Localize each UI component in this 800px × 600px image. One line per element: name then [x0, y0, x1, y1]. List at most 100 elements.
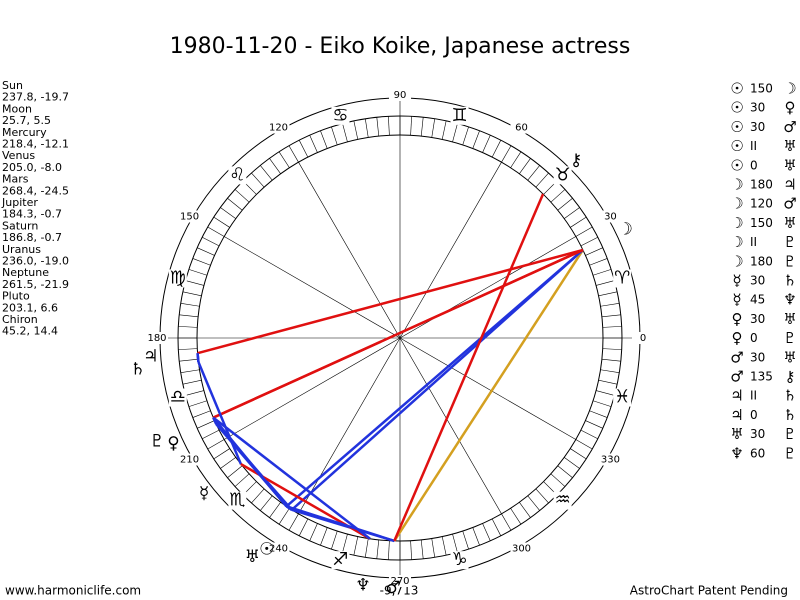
- spoke: [298, 162, 401, 339]
- ring-tick: [601, 314, 621, 318]
- ring-tick: [501, 513, 512, 531]
- ring-tick: [179, 314, 199, 318]
- planet-glyph: ☉: [259, 540, 274, 560]
- degree-label: 180: [147, 333, 166, 344]
- ring-tick: [575, 439, 593, 450]
- aspect-to: ♄: [783, 272, 796, 290]
- ring-tick: [592, 269, 612, 276]
- ring-tick: [564, 207, 580, 219]
- ring-tick: [192, 258, 211, 266]
- spoke: [224, 236, 401, 339]
- planet-glyph: ♆: [355, 575, 370, 595]
- ring-tick: [527, 165, 540, 181]
- ring-tick: [570, 448, 587, 460]
- ring-tick: [251, 172, 265, 188]
- planet-name: Mars: [2, 173, 29, 186]
- ring-tick: [213, 216, 230, 228]
- aspect-to: ♆: [783, 291, 796, 309]
- ring-tick: [213, 448, 230, 460]
- aspect-type: 180: [750, 178, 773, 192]
- sign-bg: [613, 269, 632, 288]
- aspect-from: ☉: [730, 99, 743, 117]
- sign-bg: [450, 106, 469, 125]
- aspect-from: ☽: [730, 233, 743, 251]
- aspect-to: ♇: [783, 233, 796, 251]
- ring-tick: [288, 513, 299, 531]
- ring-tick: [431, 118, 436, 138]
- aspect-type: 120: [750, 197, 773, 211]
- ring-tick: [452, 123, 458, 142]
- aspect-from: ♅: [730, 425, 743, 443]
- label-bg: [599, 210, 622, 223]
- planet-coords: 218.4, -12.1: [2, 138, 69, 151]
- label-bg: [146, 332, 168, 344]
- degree-label: 270: [390, 576, 409, 587]
- planet-coords: 237.8, -19.7: [2, 91, 69, 104]
- ring-tick: [602, 348, 622, 350]
- footer-right: AstroChart Patent Pending: [630, 584, 788, 598]
- planet-name: Pluto: [2, 290, 30, 303]
- footer-left: www.harmoniclife.com: [5, 584, 141, 598]
- title: 1980-11-20 - Eiko Koike, Japanese actres…: [170, 34, 631, 59]
- ring-tick: [580, 236, 598, 247]
- label-bg: [510, 121, 533, 134]
- zodiac-sign: ♓: [614, 387, 630, 408]
- zodiac-sign: ♍: [170, 267, 186, 288]
- ring-tick: [188, 400, 208, 407]
- sign-bg: [168, 269, 187, 288]
- ring-tick: [557, 198, 573, 211]
- sign-bg: [228, 166, 247, 185]
- sign-bg: [331, 106, 350, 125]
- ring-tick: [342, 534, 348, 553]
- aspect-type: 30: [750, 120, 765, 134]
- ring-tick: [179, 358, 199, 362]
- ring-tick: [182, 291, 202, 297]
- ring-tick: [227, 198, 243, 211]
- ring-tick: [598, 291, 618, 297]
- aspect-line: [212, 248, 584, 419]
- ring-tick: [260, 165, 273, 181]
- ring-tick: [589, 410, 608, 418]
- label-bg: [389, 89, 411, 101]
- ring-tick: [288, 145, 299, 163]
- ring-tick: [376, 117, 380, 137]
- spoke: [298, 337, 401, 514]
- aspect-type: 180: [750, 254, 773, 268]
- aspect-type: II: [750, 139, 757, 153]
- label-bg: [389, 575, 411, 587]
- ring-tick: [491, 518, 502, 536]
- aspect-from: ☉: [730, 80, 743, 98]
- aspect-from: ☉: [730, 156, 743, 174]
- degree-label: 0: [640, 333, 646, 344]
- zodiac-sign: ♋: [332, 105, 348, 126]
- ring-tick: [220, 457, 236, 469]
- ring-tick: [420, 539, 424, 559]
- ring-tick: [197, 420, 215, 429]
- ring-tick: [564, 457, 580, 469]
- ring-tick: [331, 530, 338, 550]
- ring-tick: [234, 473, 250, 487]
- aspect-type: 0: [750, 331, 758, 345]
- degree-label: 60: [515, 123, 528, 134]
- degree-label: 90: [394, 90, 407, 101]
- ring-tick: [598, 379, 618, 385]
- sign-bg: [553, 491, 572, 510]
- ring-tick: [441, 120, 447, 140]
- spoke: [399, 337, 502, 514]
- ring-tick: [575, 226, 593, 237]
- aspect-to: ♀: [785, 99, 796, 117]
- ring-tick: [431, 538, 436, 558]
- aspect-type: II: [750, 235, 757, 249]
- aspect-line: [196, 353, 200, 363]
- spoke: [224, 337, 401, 440]
- planet-glyph: ♀: [167, 434, 179, 454]
- degree-label: 240: [269, 543, 288, 554]
- ring-tick: [364, 538, 369, 558]
- planet-name: Saturn: [2, 219, 38, 232]
- aspect-to: ♂: [783, 195, 796, 213]
- zodiac-sign: ♎: [170, 387, 186, 408]
- ring-tick: [353, 120, 359, 140]
- aspect-type: II: [750, 389, 757, 403]
- ring-tick: [580, 429, 598, 440]
- ring-tick: [376, 539, 380, 559]
